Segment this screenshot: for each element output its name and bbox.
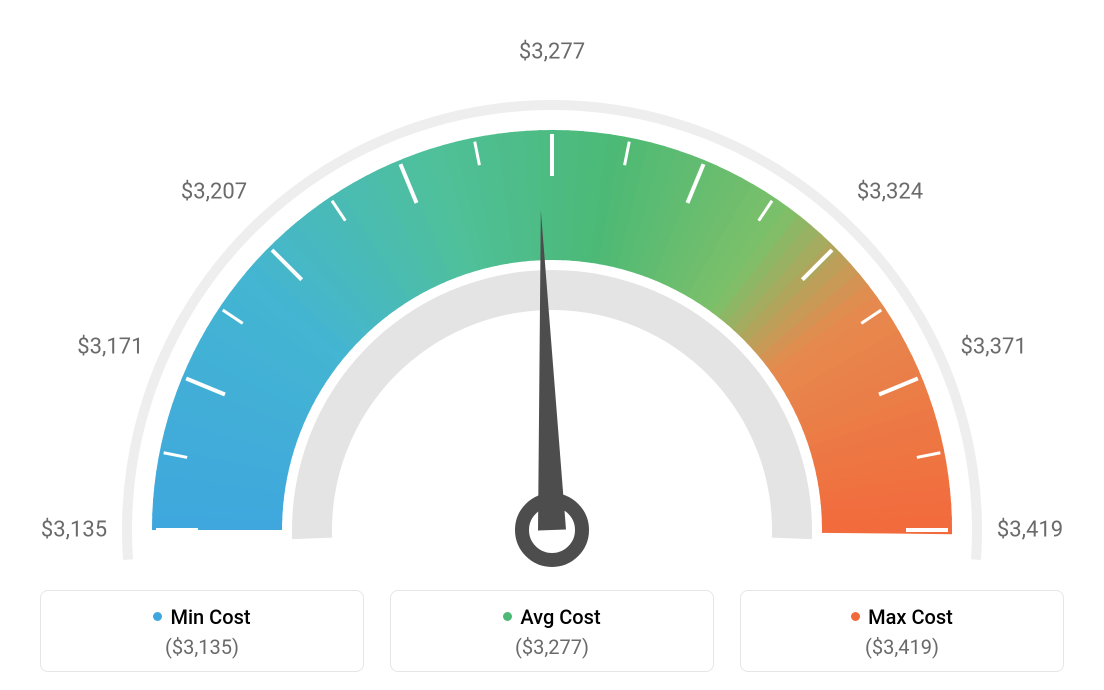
legend-title-avg: Avg Cost: [401, 605, 703, 629]
gauge-container: $3,135 $3,171 $3,207 $3,277 $3,324 $3,371 $3,4…: [0, 0, 1104, 580]
legend-label-max: Max Cost: [868, 605, 953, 629]
scale-label: $3,419: [997, 518, 1063, 543]
scale-label: $3,135: [41, 518, 107, 543]
legend-dot-min: [153, 612, 162, 621]
legend-dot-avg: [503, 612, 512, 621]
legend-card-avg: Avg Cost ($3,277): [390, 590, 714, 672]
legend-label-min: Min Cost: [170, 605, 250, 629]
legend-title-min: Min Cost: [51, 605, 353, 629]
legend-row: Min Cost ($3,135) Avg Cost ($3,277) Max …: [0, 590, 1104, 672]
gauge-svg: [52, 40, 1052, 600]
legend-value-avg: ($3,277): [401, 635, 703, 659]
scale-label: $3,171: [77, 335, 143, 360]
legend-title-max: Max Cost: [751, 605, 1053, 629]
scale-label: $3,277: [519, 40, 585, 65]
legend-value-min: ($3,135): [51, 635, 353, 659]
legend-dot-max: [851, 612, 860, 621]
legend-card-min: Min Cost ($3,135): [40, 590, 364, 672]
legend-label-avg: Avg Cost: [520, 605, 600, 629]
scale-label: $3,324: [857, 180, 923, 205]
scale-label: $3,207: [181, 180, 247, 205]
legend-value-max: ($3,419): [751, 635, 1053, 659]
cost-gauge-chart: $3,135 $3,171 $3,207 $3,277 $3,324 $3,371 $3,4…: [0, 0, 1104, 690]
scale-label: $3,371: [961, 335, 1027, 360]
legend-card-max: Max Cost ($3,419): [740, 590, 1064, 672]
